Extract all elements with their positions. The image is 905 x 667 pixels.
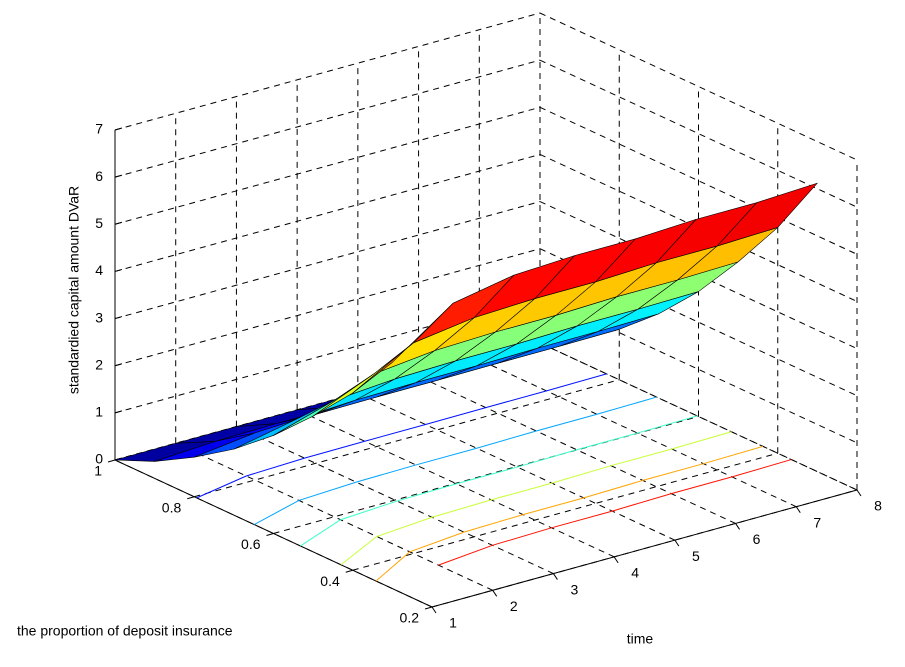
surface-face [352,302,454,394]
x-tick-label: 8 [874,498,882,514]
tick-mark [114,127,123,131]
grid-line [236,426,554,575]
tick-mark [107,459,116,463]
tick-mark [795,506,801,513]
y-axis-label: the proportion of deposit insurance [17,623,233,639]
z-tick-label: 2 [95,356,103,372]
x-tick-label: 3 [571,581,579,597]
y-tick-label: 0.2 [400,610,420,626]
grid-line [539,12,858,161]
grid-line [114,248,541,367]
grid-line [194,379,620,498]
tick-mark [856,489,862,497]
tick-mark [424,606,433,610]
grid-line [539,106,858,255]
grid-line [114,201,541,320]
axis-line [431,489,858,608]
tick-mark [613,556,619,564]
contour-line [375,445,764,582]
contour-line [300,415,698,547]
z-tick-label: 5 [95,215,103,231]
z-axis-label: standardied capital amount DVaR [66,186,82,394]
y-tick-label: 1 [94,463,102,479]
contour-line [253,396,657,525]
grid-line [539,153,858,302]
contour-line [196,373,607,499]
grid-line [539,342,858,491]
tick-mark [114,410,123,414]
tick-mark [345,569,353,573]
x-axis-label: time [627,631,654,647]
tick-mark [114,268,123,272]
grid-line [296,409,615,558]
tick-mark [114,316,123,320]
tick-mark [266,533,274,536]
x-tick-label: 1 [449,615,457,631]
grid-line [352,452,778,571]
grid-line [175,442,493,591]
tick-mark [431,606,437,614]
z-tick-label: 6 [95,168,103,184]
tick-mark [674,539,680,547]
x-tick-label: 7 [813,514,821,530]
tick-mark [187,496,195,500]
x-tick-label: 4 [631,565,639,581]
tick-mark [114,221,123,225]
tick-mark [114,174,123,178]
y-tick-label: 0.4 [320,573,340,589]
grid-line [418,375,736,524]
grid-line [114,153,541,272]
z-tick-label: 7 [95,121,103,137]
z-tick-label: 4 [95,262,103,278]
y-tick-label: 0.8 [162,499,182,515]
z-tick-label: 3 [95,309,103,325]
grid-line [539,201,858,350]
grid-line [479,359,797,508]
grid-line [357,392,676,541]
x-tick-label: 6 [753,531,761,547]
tick-mark [735,523,740,530]
z-tick-label: 1 [95,404,103,420]
contour-line [340,431,732,566]
tick-mark [114,363,123,367]
grid-line [539,59,858,208]
x-tick-label: 2 [510,598,518,614]
tick-mark [492,590,498,597]
grid-line [114,106,541,225]
y-tick-label: 0.6 [241,536,261,552]
z-tick-label: 0 [95,451,103,467]
x-tick-label: 5 [692,548,700,564]
contour-line [438,459,792,566]
grid-line [114,12,541,131]
grid-line [114,59,541,178]
tick-mark [553,573,558,580]
